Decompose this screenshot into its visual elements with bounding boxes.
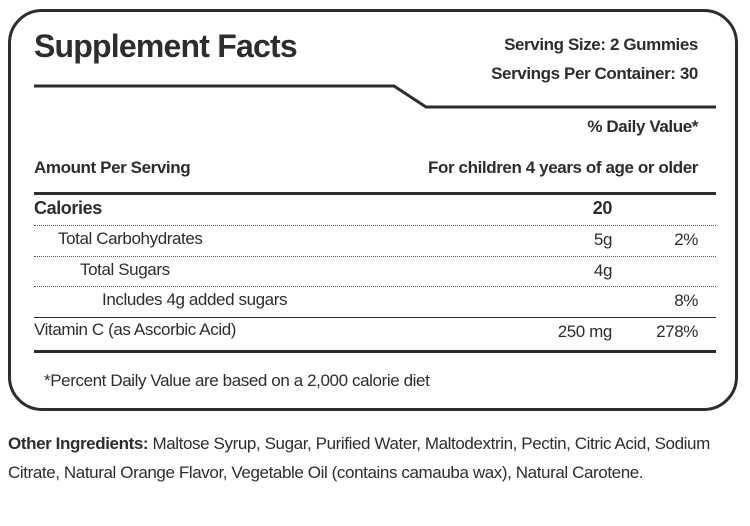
row-name: Calories (34, 198, 102, 218)
amount-per-serving: Amount Per Serving (34, 158, 191, 177)
row-name: Total Sugars (80, 260, 170, 279)
row-name: Total Carbohydrates (58, 229, 203, 248)
row-name: Vitamin C (as Ascorbic Acid) (34, 320, 237, 339)
divider (34, 192, 716, 195)
other-ingredients-text: Maltose Syrup, Sugar, Purified Water, Ma… (8, 434, 710, 482)
other-ingredients: Other Ingredients: Maltose Syrup, Sugar,… (8, 430, 738, 487)
audience-note: For children 4 years of age or older (428, 158, 698, 177)
row-dv: 2% (674, 230, 698, 249)
row-dv: 8% (674, 291, 698, 310)
supplement-facts-panel (8, 9, 738, 411)
divider (34, 317, 716, 318)
servings-per-container: Servings Per Container: 30 (491, 64, 698, 83)
divider (34, 256, 716, 257)
serving-size: Serving Size: 2 Gummies (504, 35, 698, 54)
divider (34, 286, 716, 287)
other-ingredients-label: Other Ingredients: (8, 434, 149, 453)
panel-title: Supplement Facts (34, 28, 298, 64)
divider (34, 225, 716, 226)
footnote: *Percent Daily Value are based on a 2,00… (44, 371, 430, 390)
row-amount: 20 (592, 198, 613, 218)
daily-value-header: % Daily Value* (587, 117, 698, 136)
row-name: Includes 4g added sugars (102, 290, 288, 309)
row-dv: 278% (656, 322, 698, 341)
row-amount: 250 mg (557, 322, 613, 341)
divider (34, 350, 716, 353)
row-amount: 4g (593, 261, 613, 280)
row-amount: 5g (593, 230, 613, 249)
